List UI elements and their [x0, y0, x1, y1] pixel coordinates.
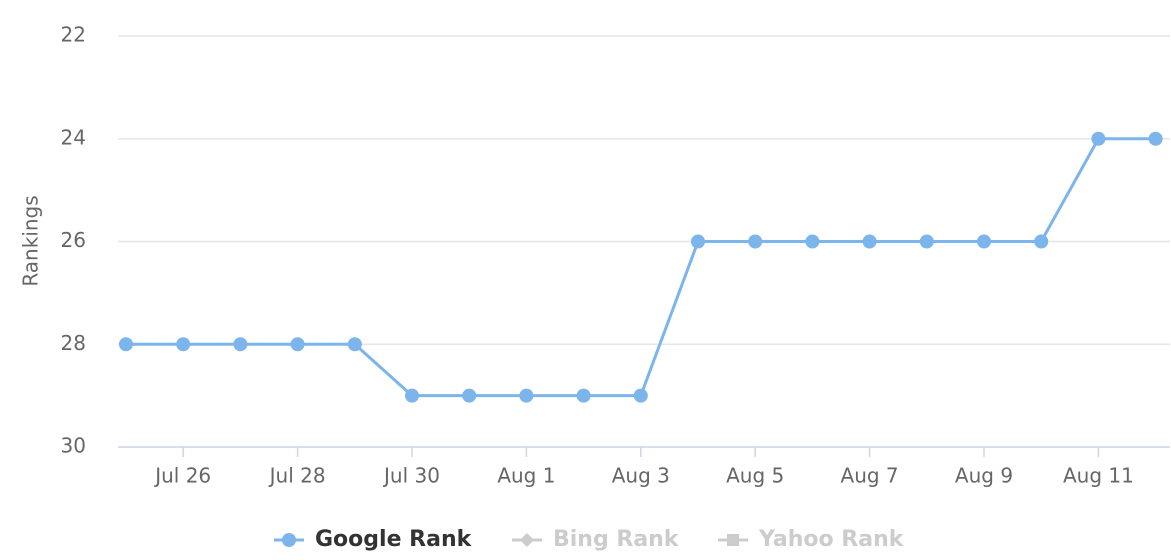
data-point: [290, 337, 305, 352]
data-point: [1148, 131, 1163, 146]
x-tick-label: Aug 1: [497, 464, 555, 488]
data-point: [862, 234, 877, 249]
y-tick-label: 22: [61, 23, 86, 47]
x-tick-label: Jul 30: [382, 464, 440, 488]
legend-marker: [520, 533, 534, 547]
x-tick-label: Aug 11: [1063, 464, 1134, 488]
data-point: [233, 337, 248, 352]
data-point: [176, 337, 191, 352]
data-point: [576, 388, 591, 403]
x-tick-label: Aug 9: [955, 464, 1013, 488]
y-tick-label: 30: [61, 434, 86, 458]
data-point: [919, 234, 934, 249]
data-point: [691, 234, 705, 249]
data-point: [748, 234, 763, 249]
legend-label[interactable]: Yahoo Rank: [758, 527, 905, 552]
data-point: [462, 388, 477, 403]
data-point: [405, 388, 419, 403]
data-point: [119, 337, 133, 352]
x-tick-label: Jul 28: [268, 464, 326, 488]
series-line: [126, 137, 1156, 398]
y-tick-label: 28: [61, 331, 86, 355]
legend-marker: [282, 533, 296, 547]
data-point: [1091, 131, 1106, 146]
data-point: [519, 388, 534, 403]
data-point: [805, 234, 820, 249]
data-point: [977, 234, 991, 249]
y-tick-label: 26: [61, 228, 86, 252]
data-point: [1034, 234, 1049, 249]
y-axis-title: Rankings: [19, 195, 43, 286]
y-tick-label: 24: [61, 125, 86, 149]
x-tick-label: Aug 5: [726, 464, 784, 488]
x-tick-label: Jul 26: [153, 464, 211, 488]
legend-label[interactable]: Bing Rank: [553, 527, 680, 552]
x-tick-label: Aug 3: [612, 464, 670, 488]
legend-marker: [727, 534, 739, 546]
x-tick-label: Aug 7: [841, 464, 899, 488]
data-point: [633, 388, 648, 403]
legend-label[interactable]: Google Rank: [315, 527, 473, 552]
data-point: [347, 337, 362, 352]
